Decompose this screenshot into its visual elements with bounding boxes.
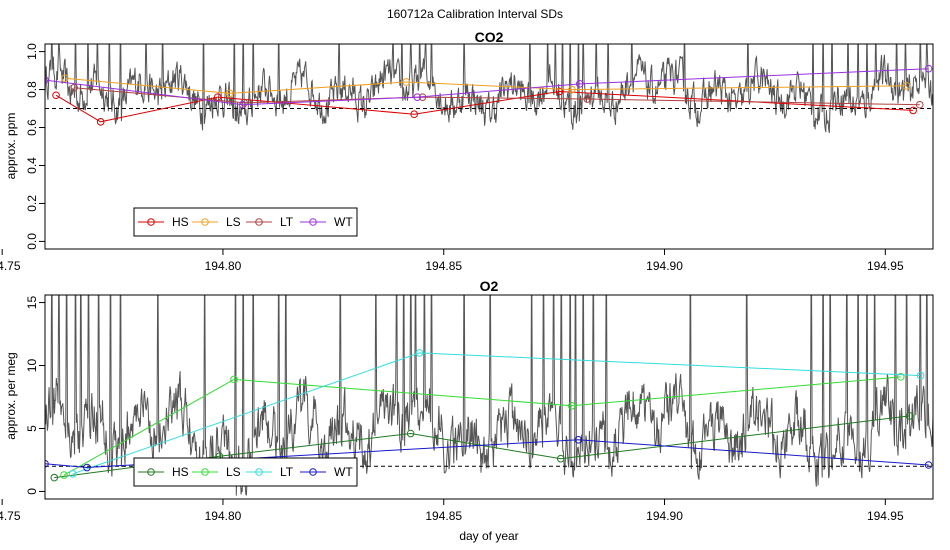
- co2-legend-ls-swatch-marker: [201, 218, 209, 226]
- o2-legend-wt-swatch-marker: [309, 468, 317, 476]
- o2-x-tick-label: 194.85: [425, 509, 462, 523]
- co2-x-tick-label: 194.75: [0, 259, 21, 273]
- o2-series-ls-point: [230, 375, 238, 384]
- o2-plot-frame: [44, 294, 934, 500]
- o2-y-axis-label: approx. per meg: [4, 352, 18, 439]
- co2-series-ls-point: [567, 85, 576, 94]
- co2-series-ls-point: [402, 78, 411, 86]
- co2-x-tick-label: 194.90: [646, 259, 683, 273]
- o2-series-hs-point: [905, 412, 914, 420]
- co2-y-tick-label: 1.0: [25, 43, 39, 60]
- co2-series-hs-point: [52, 91, 60, 100]
- co2-y-tick-label: 0.8: [25, 81, 39, 98]
- o2-legend: HS LS LT WT: [133, 457, 358, 487]
- o2-series-hs-point: [406, 429, 415, 438]
- co2-legend-hs-label: HS: [172, 215, 189, 229]
- o2-series-lt-point: [916, 371, 925, 380]
- co2-series-ls-line: [64, 77, 907, 94]
- o2-ambient-trace-layer: [45, 295, 933, 496]
- co2-legend-lt-label: LT: [280, 215, 294, 229]
- co2-series-wt-point: [239, 100, 247, 109]
- co2-legend-lt-swatch-marker: [255, 218, 263, 226]
- o2-series-lt-point: [69, 470, 77, 478]
- o2-panel: O2 approx. per meg 0 5 10 15 194.75 194.80 194…: [0, 278, 934, 523]
- o2-x-tick-label: 194.80: [205, 509, 242, 523]
- o2-panel-title: O2: [480, 278, 499, 294]
- co2-legend-wt-label: WT: [334, 215, 353, 229]
- x-axis-label: day of year: [459, 529, 518, 543]
- co2-series-hs-line: [55, 90, 914, 123]
- co2-series-hs-point: [410, 110, 418, 119]
- o2-legend-lt-swatch-marker: [255, 468, 263, 476]
- o2-legend-hs-label: HS: [172, 465, 189, 479]
- o2-series-hs-point: [50, 473, 59, 482]
- o2-series-wt-point: [924, 461, 933, 469]
- co2-x-tick-label: 194.85: [425, 259, 462, 273]
- o2-series-wt-line: [45, 439, 929, 469]
- co2-panel: CO2 approx. ppm 0.0 0.2 0.4 0.6 0.8 1.0 194.75…: [0, 29, 934, 273]
- co2-legend: HS LS LT WT: [133, 207, 358, 237]
- o2-series-ls-point: [896, 373, 905, 381]
- co2-plot-frame: [44, 43, 934, 250]
- co2-ambient-trace-layer: [45, 44, 933, 134]
- o2-ambient-trace: [45, 295, 933, 496]
- co2-x-tick-label: 194.95: [867, 259, 904, 273]
- co2-legend-hs-swatch-marker: [147, 218, 155, 226]
- co2-series-lt-point: [240, 99, 248, 107]
- figure-title: 160712a Calibration Interval SDs: [387, 7, 563, 21]
- o2-x-tick-label: 194.90: [646, 509, 683, 523]
- o2-series-lt-line: [72, 352, 921, 475]
- o2-legend-ls-swatch-marker: [201, 468, 209, 476]
- co2-ambient-trace: [45, 44, 933, 134]
- o2-legend-lt-label: LT: [280, 465, 294, 479]
- co2-y-tick-label: 0.0: [25, 233, 39, 250]
- o2-legend-wt-label: WT: [334, 465, 353, 479]
- o2-series-lt-point: [415, 349, 424, 357]
- o2-legend-hs-swatch-marker: [147, 468, 155, 476]
- co2-series-wt-point: [924, 64, 933, 73]
- co2-y-axis-label: approx. ppm: [4, 113, 18, 180]
- co2-y-tick-label: 0.6: [25, 119, 39, 136]
- co2-series-layer: [45, 64, 933, 126]
- co2-axes: 0.0 0.2 0.4 0.6 0.8 1.0 194.75 194.80 194.85 194.…: [0, 43, 934, 273]
- co2-series-lt-point: [583, 95, 592, 103]
- o2-legend-ls-label: LS: [226, 465, 241, 479]
- o2-y-tick-label: 5: [25, 425, 39, 432]
- o2-series-ls-line: [63, 376, 901, 476]
- o2-y-tick-label: 15: [25, 296, 39, 310]
- o2-series-ls-point: [567, 402, 576, 410]
- co2-series-wt-point: [413, 93, 422, 101]
- o2-series-hs-point: [556, 454, 565, 463]
- co2-series-ls-point: [902, 81, 911, 90]
- o2-x-tick-label: 194.95: [867, 509, 904, 523]
- co2-y-tick-label: 0.4: [25, 157, 39, 174]
- co2-series-ls-point: [61, 74, 69, 82]
- co2-series-wt-line: [45, 68, 929, 106]
- co2-series-ls-point: [225, 89, 234, 98]
- o2-axes: 0 5 10 15 194.75 194.80 194.85 194.90 194.95: [0, 294, 934, 523]
- o2-y-tick-label: 10: [25, 359, 39, 373]
- co2-legend-ls-label: LS: [226, 215, 241, 229]
- co2-series-hs-point: [909, 106, 917, 115]
- co2-panel-title: CO2: [475, 29, 504, 45]
- co2-series-hs-point: [96, 118, 105, 126]
- co2-series-wt-point: [575, 80, 584, 88]
- co2-legend-wt-swatch-marker: [309, 218, 317, 226]
- o2-series-wt-point: [83, 463, 91, 472]
- co2-series-lt-point: [915, 100, 924, 109]
- co2-series-hs-point: [555, 87, 564, 96]
- o2-x-tick-label: 194.75: [0, 509, 21, 523]
- co2-x-tick-label: 194.80: [205, 259, 242, 273]
- o2-y-tick-label: 0: [25, 488, 39, 495]
- o2-series-wt-point: [574, 436, 583, 444]
- co2-series-lt-point: [70, 83, 78, 92]
- co2-y-tick-label: 0.2: [25, 195, 39, 212]
- o2-series-ls-point: [60, 471, 68, 479]
